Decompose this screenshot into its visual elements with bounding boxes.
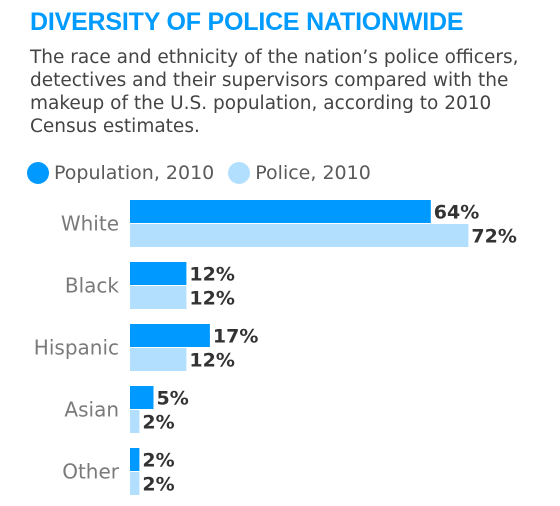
legend-item-population: Population, 2010 bbox=[27, 162, 214, 184]
legend-label-police: Police, 2010 bbox=[255, 162, 371, 184]
value-label-population-asian: 5% bbox=[157, 388, 189, 410]
value-label-population-other: 2% bbox=[142, 450, 174, 472]
category-label-hispanic: Hispanic bbox=[34, 336, 119, 360]
bar-police-white bbox=[130, 224, 469, 247]
category-label-black: Black bbox=[65, 274, 120, 298]
legend-swatch-police bbox=[228, 162, 251, 184]
bar-police-other bbox=[130, 472, 140, 495]
bar-police-hispanic bbox=[130, 348, 187, 371]
bar-population-white bbox=[130, 200, 431, 223]
chart-title: DIVERSITY OF POLICE NATIONWIDE bbox=[30, 8, 464, 36]
value-label-police-asian: 2% bbox=[142, 412, 174, 434]
legend-label-population: Population, 2010 bbox=[54, 162, 215, 184]
value-label-police-black: 12% bbox=[189, 288, 234, 310]
bar-population-asian bbox=[130, 386, 154, 409]
legend: Population, 2010 Police, 2010 bbox=[27, 160, 385, 186]
bar-population-black bbox=[130, 262, 187, 285]
bar-police-black bbox=[130, 286, 187, 309]
legend-swatch-population bbox=[27, 162, 49, 184]
value-label-police-white: 72% bbox=[471, 226, 516, 248]
value-label-police-other: 2% bbox=[142, 474, 174, 496]
category-label-asian: Asian bbox=[64, 398, 119, 422]
value-label-population-black: 12% bbox=[189, 264, 234, 286]
bar-police-asian bbox=[130, 410, 140, 433]
chart-subtitle: The race and ethnicity of the nation’s p… bbox=[30, 47, 519, 137]
category-label-white: White bbox=[61, 212, 119, 236]
value-label-population-hispanic: 17% bbox=[213, 326, 258, 348]
bar-population-hispanic bbox=[130, 324, 210, 347]
legend-item-police: Police, 2010 bbox=[228, 162, 371, 184]
bar-population-other bbox=[130, 448, 140, 471]
value-label-population-white: 64% bbox=[434, 202, 479, 224]
value-label-police-hispanic: 12% bbox=[189, 350, 234, 372]
category-label-other: Other bbox=[62, 460, 120, 484]
